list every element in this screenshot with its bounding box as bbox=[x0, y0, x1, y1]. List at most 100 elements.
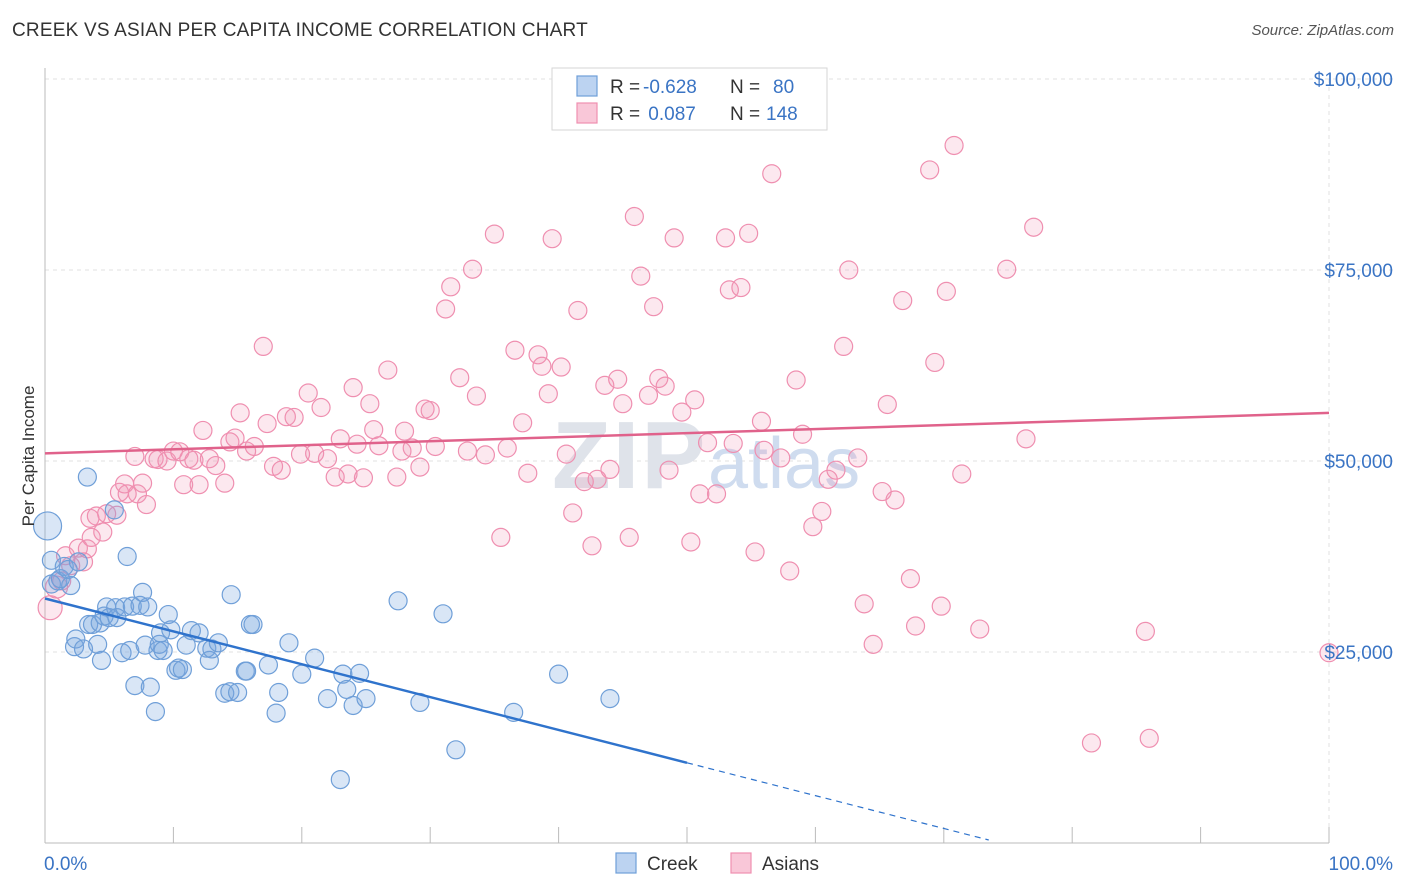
point-creek-28 bbox=[122, 596, 142, 616]
chart-title: CREEK VS ASIAN PER CAPITA INCOME CORRELA… bbox=[12, 20, 588, 41]
point-creek-59 bbox=[243, 614, 263, 635]
point-asians-24 bbox=[163, 441, 183, 461]
point-asians-81 bbox=[528, 345, 548, 365]
legend-top: R = -0.628 N = 80 R = 0.087 N = 148 bbox=[551, 67, 828, 131]
point-asians-119 bbox=[762, 164, 782, 184]
point-asians-73 bbox=[466, 386, 487, 406]
point-asians-42 bbox=[271, 460, 291, 480]
point-creek-67 bbox=[330, 769, 350, 790]
point-asians-149 bbox=[1081, 733, 1102, 753]
point-asians-44 bbox=[284, 407, 304, 428]
point-creek-61 bbox=[266, 703, 286, 723]
point-asians-49 bbox=[317, 449, 338, 469]
point-creek-15 bbox=[88, 634, 108, 654]
trend-lines bbox=[44, 411, 1330, 841]
point-creek-9 bbox=[66, 629, 86, 649]
point-asians-148 bbox=[1024, 217, 1044, 237]
point-asians-104 bbox=[664, 228, 684, 248]
point-creek-66 bbox=[317, 689, 338, 709]
point-creek-44 bbox=[172, 659, 192, 680]
point-asians-101 bbox=[649, 368, 669, 389]
point-asians-56 bbox=[360, 394, 380, 414]
point-asians-60 bbox=[387, 467, 407, 487]
point-asians-74 bbox=[475, 445, 496, 465]
point-asians-116 bbox=[745, 542, 765, 562]
legend-bottom-label-asians: Asians bbox=[762, 854, 819, 875]
point-asians-124 bbox=[803, 517, 823, 537]
point-creek-76 bbox=[446, 740, 466, 760]
point-creek-25 bbox=[115, 597, 135, 617]
point-creek-78 bbox=[548, 664, 569, 684]
point-asians-28 bbox=[184, 450, 204, 470]
point-creek-26 bbox=[117, 546, 137, 567]
point-asians-64 bbox=[410, 457, 430, 477]
point-asians-121 bbox=[780, 561, 800, 581]
point-creek-57 bbox=[236, 661, 257, 681]
point-asians-9 bbox=[81, 527, 101, 548]
point-creek-6 bbox=[58, 559, 78, 580]
legend-r-label-creek: R = bbox=[610, 77, 640, 98]
point-asians-77 bbox=[497, 438, 517, 458]
point-creek-53 bbox=[220, 682, 240, 702]
point-creek-73 bbox=[388, 591, 408, 611]
point-creek-35 bbox=[145, 701, 166, 722]
point-asians-123 bbox=[792, 424, 813, 444]
point-asians-122 bbox=[786, 370, 806, 390]
point-asians-86 bbox=[556, 444, 576, 464]
point-creek-64 bbox=[292, 664, 312, 684]
point-asians-72 bbox=[462, 259, 483, 279]
legend-r-value-asians: 0.087 bbox=[643, 104, 696, 125]
point-creek-11 bbox=[73, 639, 94, 659]
point-asians-136 bbox=[893, 290, 913, 311]
point-asians-120 bbox=[771, 448, 791, 468]
point-asians-114 bbox=[731, 277, 751, 298]
point-asians-99 bbox=[638, 385, 659, 405]
point-asians-16 bbox=[117, 484, 137, 504]
point-asians-129 bbox=[839, 260, 859, 280]
point-asians-88 bbox=[568, 300, 588, 321]
point-asians-117 bbox=[751, 411, 772, 431]
point-asians-139 bbox=[920, 160, 940, 180]
point-asians-144 bbox=[952, 464, 972, 484]
point-asians-84 bbox=[542, 229, 562, 249]
legend-bottom-swatch-asians bbox=[730, 852, 752, 874]
point-asians-146 bbox=[997, 259, 1017, 279]
point-creek-34 bbox=[140, 677, 160, 697]
point-asians-19 bbox=[132, 473, 153, 493]
point-asians-20 bbox=[136, 494, 157, 515]
legend-n-label-creek: N = bbox=[730, 77, 760, 98]
point-asians-75 bbox=[484, 224, 504, 244]
y-tick-labels: $25,000 $50,000 $75,000 $100,000 bbox=[1314, 70, 1393, 664]
point-creek-17 bbox=[91, 650, 112, 671]
point-asians-111 bbox=[715, 228, 736, 248]
point-asians-118 bbox=[754, 440, 774, 460]
trend-line-asians bbox=[44, 411, 1330, 455]
point-asians-29 bbox=[189, 475, 209, 495]
point-asians-30 bbox=[193, 420, 213, 441]
point-asians-82 bbox=[532, 356, 552, 376]
point-asians-59 bbox=[378, 360, 398, 380]
point-asians-138 bbox=[905, 616, 926, 636]
legend-n-value-creek: 80 bbox=[773, 77, 794, 98]
x-tick-label-max: 100.0% bbox=[1329, 854, 1394, 875]
legend-swatch-creek bbox=[576, 75, 598, 97]
point-asians-55 bbox=[353, 468, 374, 488]
point-asians-58 bbox=[369, 436, 389, 456]
watermark-atlas: atlas bbox=[708, 424, 860, 504]
point-asians-68 bbox=[436, 299, 456, 319]
point-creek-65 bbox=[305, 648, 325, 668]
point-asians-26 bbox=[174, 475, 194, 495]
point-asians-100 bbox=[644, 297, 664, 317]
point-asians-62 bbox=[394, 421, 415, 441]
point-asians-142 bbox=[936, 281, 956, 301]
point-asians-115 bbox=[739, 223, 759, 243]
x-tick-label-min: 0.0% bbox=[44, 854, 87, 875]
point-asians-52 bbox=[338, 464, 358, 484]
point-asians-128 bbox=[834, 336, 854, 356]
point-asians-102 bbox=[655, 376, 675, 396]
point-asians-66 bbox=[420, 400, 440, 421]
point-asians-91 bbox=[587, 469, 607, 489]
point-creek-63 bbox=[279, 633, 299, 653]
point-creek-54 bbox=[221, 585, 241, 605]
point-creek-75 bbox=[433, 604, 453, 624]
